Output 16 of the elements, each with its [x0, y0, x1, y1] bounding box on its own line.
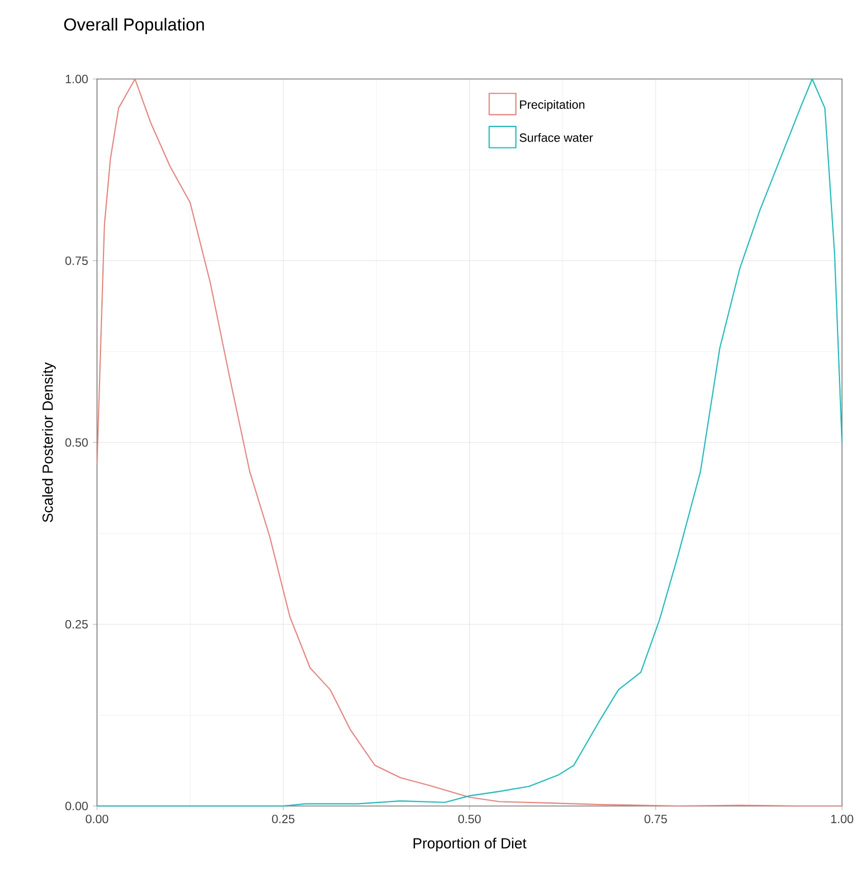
legend-label: Precipitation [520, 100, 584, 112]
y-axis-title: Scaled Posterior Density [42, 362, 56, 522]
legend-label: Surface water [520, 133, 593, 142]
chart-title: Overall Population [64, 18, 204, 34]
line-series [96, 78, 843, 807]
y-tick-label: 0.50 [65, 438, 88, 447]
x-tick-label: 0.75 [644, 814, 667, 824]
x-tick-label: 1.00 [831, 814, 854, 824]
y-tick-label: 1.00 [66, 74, 88, 84]
x-axis-title: Proportion of Diet [414, 838, 526, 852]
y-tick-label: 0.75 [65, 256, 88, 265]
y-tick-label: 0.25 [65, 620, 88, 628]
y-tick-label: 0.00 [65, 802, 88, 810]
x-tick-label: 0.00 [86, 814, 108, 824]
x-tick-label: 0.50 [458, 814, 481, 824]
x-tick-label: 0.25 [272, 814, 294, 824]
